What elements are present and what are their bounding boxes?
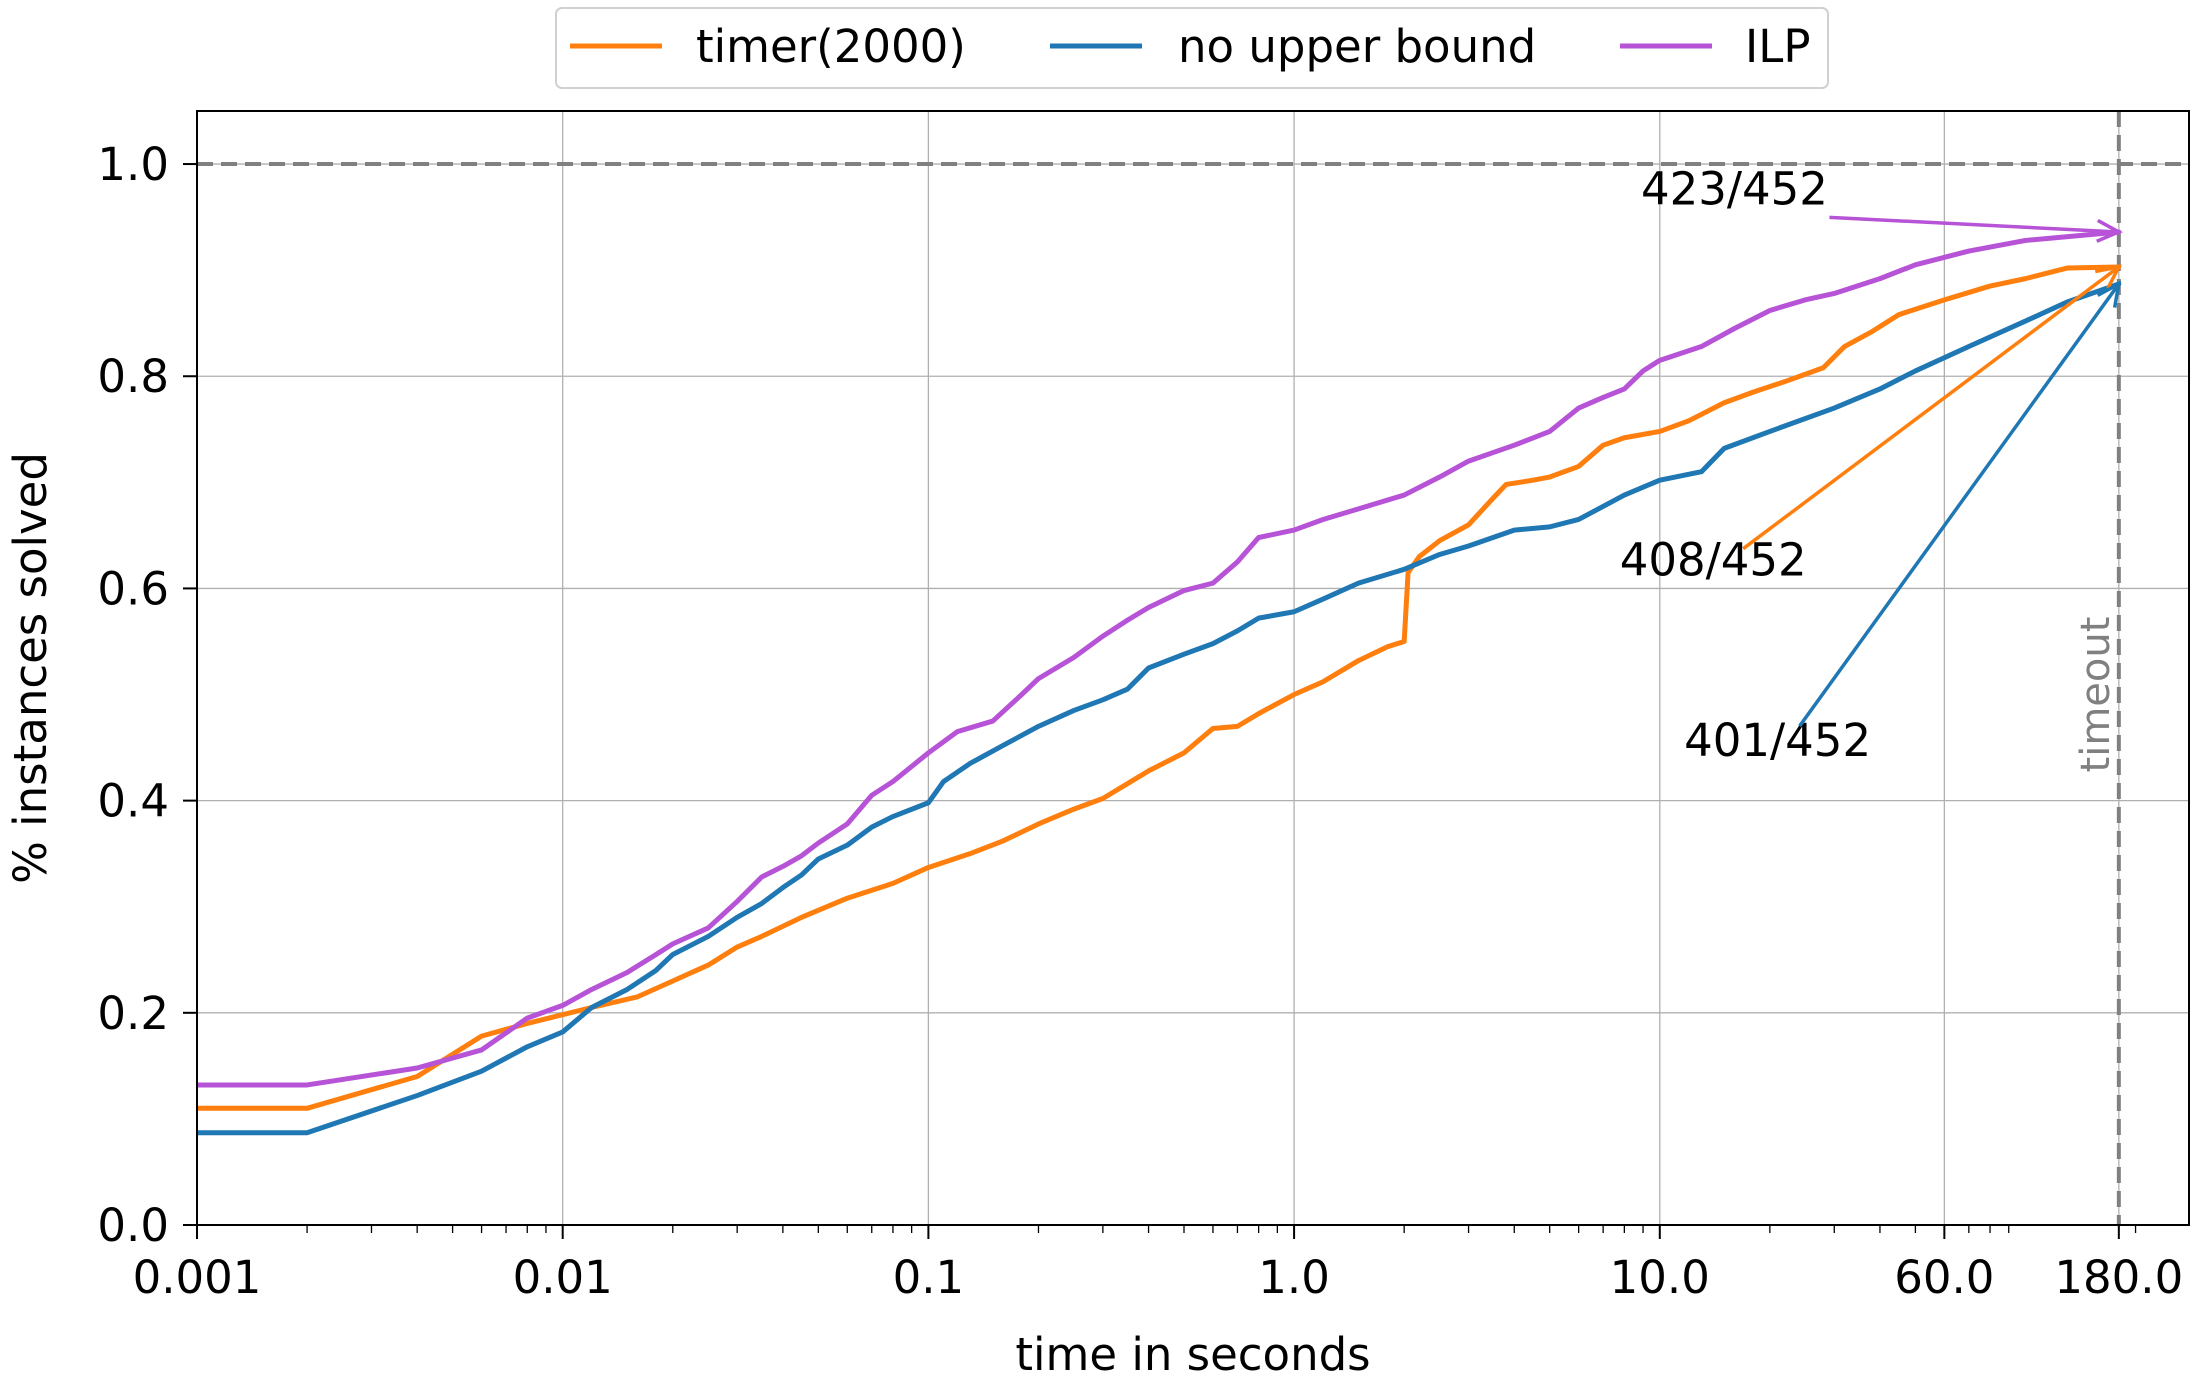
annotation-arrowhead <box>2096 280 2122 308</box>
x-tick-label: 60.0 <box>1894 1251 1994 1304</box>
series-line-ilp <box>197 229 2122 1088</box>
y-tick-label: 1.0 <box>97 138 169 191</box>
x-tick-label: 1.0 <box>1258 1251 1330 1304</box>
series-group <box>197 229 2122 1136</box>
y-tick-label: 0.6 <box>97 562 169 615</box>
series-line-timer-2000 <box>197 264 2122 1111</box>
series-line-no-upper-bound <box>197 281 2122 1136</box>
y-tick-label: 0.0 <box>97 1199 169 1252</box>
annotation-label: 408/452 <box>1620 534 1807 587</box>
y-tick-label: 0.2 <box>97 987 169 1040</box>
legend-label: no upper bound <box>1178 20 1536 73</box>
legend-label: ILP <box>1745 20 1810 73</box>
plot-frame <box>196 110 2190 1226</box>
y-axis-label: % instances solved <box>4 452 57 884</box>
axes: 0.001 0.01 0.1 1.0 10.0 60.0 180.0 0.0 0.2 0.4 0.6… <box>97 138 2183 1304</box>
legend: timer(2000) no upper bound ILP <box>555 7 1829 89</box>
x-tick-label: 0.01 <box>513 1251 613 1304</box>
reference-lines: timeout <box>197 111 2189 1225</box>
y-tick-label: 0.8 <box>97 350 169 403</box>
y-tick-label: 0.4 <box>97 775 169 828</box>
annotation-arrowhead <box>2094 264 2123 290</box>
annotation-arrowhead <box>2096 218 2123 243</box>
annotation-arrow <box>1742 265 2120 551</box>
x-tick-label: 180.0 <box>2054 1251 2183 1304</box>
annotation-arrow <box>1798 282 2121 728</box>
annotation-arrow <box>1829 215 2119 234</box>
legend-box <box>555 7 1829 89</box>
grid <box>196 111 2189 1226</box>
annotation-label: 423/452 <box>1641 162 1828 215</box>
x-axis-label: time in seconds <box>1015 1328 1370 1381</box>
annotations: 423/452 408/452 401/452 <box>1620 162 2123 767</box>
x-tick-label: 0.001 <box>133 1251 262 1304</box>
x-tick-label: 0.1 <box>893 1251 965 1304</box>
legend-label: timer(2000) <box>696 20 966 73</box>
x-tick-label: 10.0 <box>1610 1251 1710 1304</box>
annotation-label: 401/452 <box>1684 714 1871 767</box>
timeout-label: timeout <box>2073 617 2119 773</box>
